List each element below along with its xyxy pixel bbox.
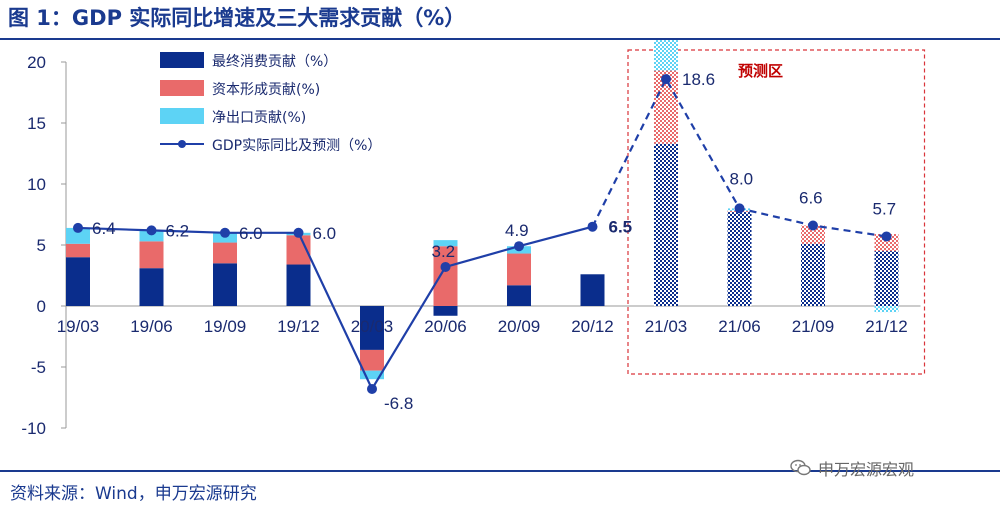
gdp-data-label: 18.6: [682, 70, 715, 89]
y-tick-label: 20: [27, 53, 46, 72]
bar-net-export: [874, 306, 899, 313]
gdp-line-actual: [77, 225, 593, 392]
x-tick-label: 21/06: [718, 317, 761, 336]
legend-swatch: [160, 108, 204, 124]
gdp-data-label: 6.2: [166, 221, 190, 240]
x-tick-label: 20/12: [571, 317, 614, 336]
x-tick-label: 20/03: [351, 317, 394, 336]
bar-capital: [801, 225, 825, 244]
bar-consumption: [139, 268, 164, 306]
bar-consumption: [874, 251, 899, 306]
bar-capital: [874, 234, 899, 252]
gdp-point: [73, 222, 83, 233]
gdp-point: [440, 261, 451, 272]
bar-net-export: [654, 40, 678, 71]
gdp-point: [587, 221, 598, 232]
source-note: 资料来源：Wind，申万宏源研究: [10, 484, 257, 504]
bars: [66, 40, 899, 380]
gdp-line: 6.4 6.2 6.0 6.0 -6.8 3.2 4.9 6.5 18.6 8.0 6.6 5.7: [73, 70, 896, 413]
bar-net-export: [360, 370, 384, 380]
gdp-data-label: 6.0: [239, 224, 263, 243]
legend-label: GDP实际同比及预测（%）: [212, 138, 381, 154]
gdp-data-label: 8.0: [730, 169, 754, 188]
legend-swatch: [160, 52, 204, 68]
gdp-point: [146, 225, 157, 236]
x-tick-label: 19/12: [277, 317, 320, 336]
bar-capital: [139, 241, 164, 269]
forecast-label: 预测区: [738, 62, 783, 80]
bar-consumption: [801, 243, 825, 306]
x-tick-label: 20/06: [424, 317, 467, 336]
title-rule: [0, 38, 1000, 40]
footer-rule: [0, 470, 1000, 472]
x-tick-label: 19/06: [130, 317, 173, 336]
watermark-text: 申万宏源宏观: [818, 460, 915, 479]
gdp-point: [220, 227, 230, 238]
x-tick-label: 19/03: [57, 317, 100, 336]
watermark: 申万宏源宏观: [790, 456, 914, 480]
bar-net-export: [139, 230, 164, 242]
gdp-point: [514, 241, 524, 252]
gdp-data-label: 6.5: [609, 218, 633, 237]
bar-consumption: [727, 212, 752, 306]
gdp-data-label: 3.2: [432, 242, 456, 261]
bar-capital: [360, 349, 384, 371]
gdp-point: [808, 220, 818, 231]
bar-net-export: [66, 227, 90, 244]
bar-consumption: [433, 306, 458, 316]
bar-consumption: [507, 285, 531, 306]
x-tick-label: 21/03: [645, 317, 688, 336]
y-tick-label: 0: [37, 297, 46, 316]
chart-title: 图 1：GDP 实际同比增速及三大需求贡献（%）: [8, 6, 466, 30]
gdp-point: [734, 203, 745, 214]
forecast-zone: 预测区: [627, 49, 926, 375]
bar-consumption: [580, 274, 605, 306]
bar-capital: [433, 246, 458, 306]
bar-consumption: [213, 263, 237, 306]
gdp-point: [881, 231, 892, 242]
x-axis-labels: 19/03 19/06 19/09 19/12 20/03 20/06 20/09 20/12…: [57, 317, 908, 336]
gdp-data-label: 6.0: [313, 224, 337, 243]
x-tick-label: 21/12: [865, 317, 908, 336]
gdp-point: [293, 227, 304, 238]
bar-capital: [66, 243, 90, 258]
gdp-data-label: 5.7: [873, 199, 897, 218]
x-tick-label: 21/09: [792, 317, 835, 336]
bar-capital: [507, 253, 531, 286]
y-tick-label: 10: [27, 175, 46, 194]
legend-swatch: [160, 80, 204, 96]
gdp-data-label: 4.9: [505, 221, 529, 240]
legend: 最终消费贡献（%） 资本形成贡献(%) 净出口贡献(%) GDP实际同比及预测（%）: [160, 52, 381, 154]
gdp-point: [661, 74, 671, 85]
y-tick-label: 5: [37, 236, 46, 255]
bar-capital: [213, 242, 237, 264]
bar-net-export: [433, 240, 458, 247]
gdp-data-label: -6.8: [384, 394, 413, 413]
y-tick-label: 15: [27, 114, 46, 133]
gdp-point: [367, 383, 377, 394]
gdp-data-label: 6.6: [799, 188, 823, 207]
gdp-data-label: 6.4: [92, 219, 116, 238]
bar-consumption: [360, 306, 384, 350]
legend-label: 资本形成贡献(%): [212, 82, 320, 98]
forecast-box: [627, 49, 926, 375]
x-tick-label: 19/09: [204, 317, 247, 336]
legend-line-marker: [178, 140, 186, 148]
y-tick-label: -10: [21, 419, 46, 438]
bar-consumption: [66, 257, 90, 306]
x-tick-label: 20/09: [498, 317, 541, 336]
legend-label: 净出口贡献(%): [212, 110, 306, 126]
y-axis: 20 15 10 5 0 -5 -10: [21, 53, 921, 438]
wechat-icon: [790, 459, 811, 476]
bar-consumption: [286, 264, 311, 306]
y-tick-label: -5: [31, 358, 46, 377]
legend-label: 最终消费贡献（%）: [212, 54, 337, 70]
bar-consumption: [654, 143, 678, 306]
